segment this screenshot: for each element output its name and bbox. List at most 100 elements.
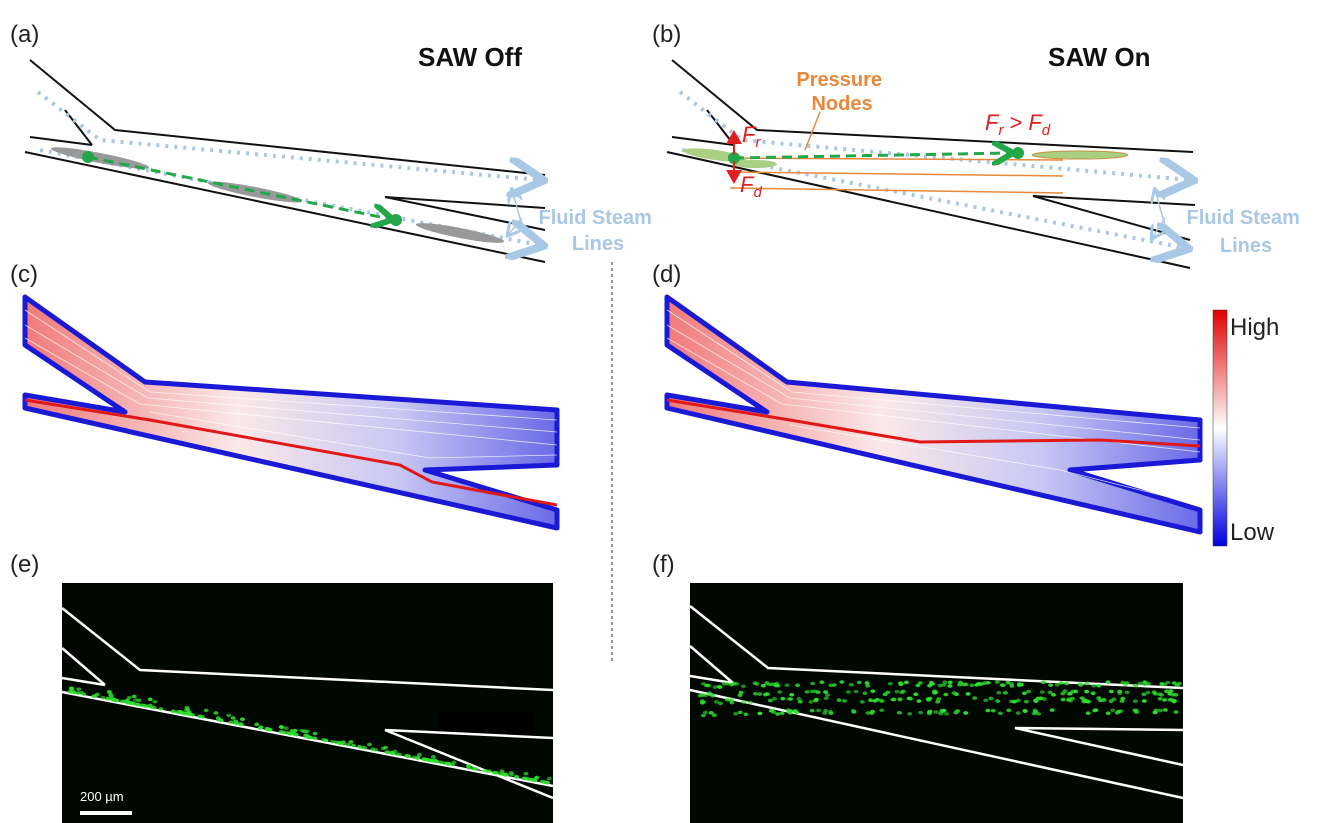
cell: [810, 682, 815, 686]
cell: [963, 683, 968, 687]
cell: [289, 732, 294, 736]
cell: [500, 772, 505, 776]
cell: [239, 722, 244, 726]
cell: [229, 720, 234, 724]
schematic-b: Pressure Nodes Fr Fd Fr>Fd Fluid Steam L…: [667, 60, 1305, 268]
cell: [894, 690, 899, 694]
cell: [808, 700, 813, 704]
cell: [753, 681, 758, 685]
cell: [738, 693, 743, 697]
cell: [875, 698, 880, 702]
cell: [943, 693, 948, 697]
cell: [916, 699, 921, 703]
cell: [545, 781, 550, 785]
cell: [757, 692, 762, 696]
pressure-nodes: Pressure Nodes: [796, 69, 887, 115]
cell: [204, 709, 209, 713]
cell: [862, 691, 867, 695]
cell: [323, 739, 328, 743]
cell: [1172, 681, 1177, 685]
colorbar-low: Low: [1230, 519, 1275, 546]
cell: [148, 698, 153, 702]
cell: [1170, 693, 1175, 697]
cell: [814, 698, 819, 702]
cell: [397, 753, 402, 757]
cell: [1023, 709, 1028, 713]
cell: [176, 711, 181, 715]
cell: [69, 687, 74, 691]
panel-title: SAW Off: [418, 42, 522, 72]
cell: [514, 775, 519, 779]
cell: [738, 711, 743, 715]
cell: [734, 682, 739, 686]
cell: [1001, 683, 1006, 687]
cell: [769, 709, 774, 713]
cell: [816, 709, 821, 713]
cell: [284, 726, 289, 730]
cell: [1119, 709, 1124, 713]
cell: [1164, 689, 1169, 693]
cell: [466, 764, 471, 768]
cell: [793, 709, 798, 713]
cell: [785, 683, 790, 687]
cell: [969, 684, 974, 688]
force-r: Fr: [742, 122, 761, 151]
cell: [434, 760, 439, 764]
cell: [710, 694, 715, 698]
cell: [828, 684, 833, 688]
cell: [825, 693, 830, 697]
cell: [954, 692, 959, 696]
cell: [733, 712, 738, 716]
simulation-d: [667, 297, 1200, 532]
cell: [979, 682, 984, 686]
cell: [913, 692, 918, 696]
cell: [947, 684, 952, 688]
cell: [417, 753, 422, 757]
cell: [1167, 698, 1172, 702]
cell: [1133, 684, 1138, 688]
cell: [933, 691, 938, 695]
cell: [849, 683, 854, 687]
cell: [904, 681, 909, 685]
cell: [718, 702, 723, 706]
cell: [966, 692, 971, 696]
cell: [1009, 682, 1014, 686]
colorbar-high: High: [1230, 314, 1279, 341]
cell: [795, 684, 800, 688]
cell: [81, 692, 86, 696]
cell: [1142, 699, 1147, 703]
cell: [787, 697, 792, 701]
cell: [240, 717, 245, 721]
cell: [860, 700, 865, 704]
cell: [918, 711, 923, 715]
panel-label: (f): [652, 551, 675, 578]
cell: [963, 711, 968, 715]
cell: [1105, 680, 1110, 684]
cell: [312, 732, 317, 736]
cell: [942, 680, 947, 684]
schematic-a: Fluid Steam Lines: [25, 60, 657, 262]
cell: [868, 698, 873, 702]
cell: [927, 684, 932, 688]
annotation: Fluid Steam Lines: [539, 207, 658, 255]
cell: [1110, 709, 1115, 713]
cell: [1101, 698, 1106, 702]
cell: [1009, 700, 1014, 704]
cell: [219, 719, 224, 723]
cell: [279, 725, 284, 729]
cell: [1032, 712, 1037, 716]
cell: [76, 691, 81, 695]
cell: [1162, 698, 1167, 702]
cell: [451, 761, 456, 765]
cell: [939, 709, 944, 713]
cell: [777, 690, 782, 694]
cell: [819, 680, 824, 684]
cell: [1026, 690, 1031, 694]
annotation-line: Fluid Steam: [1187, 207, 1300, 229]
cell: [1172, 699, 1177, 703]
micrograph-f: [690, 583, 1183, 823]
cell: [1078, 683, 1083, 687]
cell: [883, 693, 888, 697]
cell: [1091, 684, 1096, 688]
cell: [137, 699, 142, 703]
